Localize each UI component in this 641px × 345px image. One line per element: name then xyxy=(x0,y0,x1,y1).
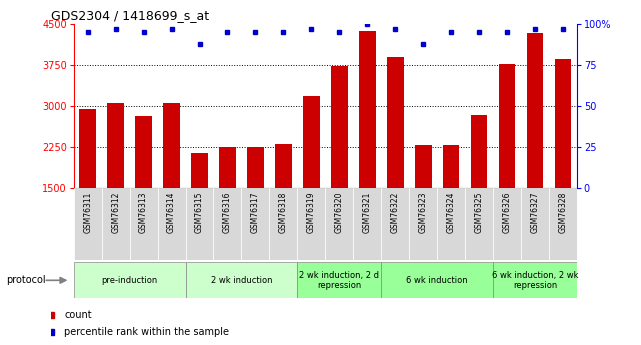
Bar xyxy=(185,188,213,260)
Bar xyxy=(79,109,96,270)
Text: GSM76326: GSM76326 xyxy=(503,192,512,233)
Bar xyxy=(470,115,487,270)
Bar xyxy=(381,188,409,260)
Bar xyxy=(297,262,381,298)
Text: GSM76317: GSM76317 xyxy=(251,192,260,233)
Bar xyxy=(163,103,180,270)
Bar xyxy=(331,66,347,270)
Bar xyxy=(549,188,577,260)
Bar xyxy=(185,262,297,298)
Bar xyxy=(493,188,521,260)
Text: GSM76324: GSM76324 xyxy=(447,192,456,233)
Bar xyxy=(443,146,460,270)
Bar xyxy=(107,103,124,270)
Text: protocol: protocol xyxy=(6,275,46,285)
Bar xyxy=(437,188,465,260)
Text: GSM76321: GSM76321 xyxy=(363,192,372,233)
Bar xyxy=(74,188,102,260)
Bar xyxy=(554,59,571,270)
Text: percentile rank within the sample: percentile rank within the sample xyxy=(64,327,229,337)
Text: GSM76320: GSM76320 xyxy=(335,192,344,233)
Bar xyxy=(74,262,185,298)
Text: 6 wk induction: 6 wk induction xyxy=(406,276,468,285)
Text: GSM76314: GSM76314 xyxy=(167,192,176,233)
Bar xyxy=(102,188,129,260)
Bar xyxy=(353,188,381,260)
Text: GSM76323: GSM76323 xyxy=(419,192,428,233)
Text: 2 wk induction: 2 wk induction xyxy=(211,276,272,285)
Text: pre-induction: pre-induction xyxy=(101,276,158,285)
Bar xyxy=(158,188,185,260)
Text: GSM76313: GSM76313 xyxy=(139,192,148,233)
Text: 2 wk induction, 2 d
repression: 2 wk induction, 2 d repression xyxy=(299,270,379,290)
Text: GSM76322: GSM76322 xyxy=(391,192,400,233)
Bar xyxy=(521,188,549,260)
Bar xyxy=(297,188,325,260)
Text: GSM76315: GSM76315 xyxy=(195,192,204,233)
Bar xyxy=(409,188,437,260)
Bar xyxy=(135,116,152,270)
Bar xyxy=(275,144,292,270)
Bar xyxy=(247,147,264,270)
Bar xyxy=(213,188,242,260)
Bar xyxy=(219,147,236,270)
Bar xyxy=(242,188,269,260)
Text: 6 wk induction, 2 wk
repression: 6 wk induction, 2 wk repression xyxy=(492,270,578,290)
Bar xyxy=(191,152,208,270)
Bar xyxy=(303,96,320,270)
Text: GSM76316: GSM76316 xyxy=(223,192,232,233)
Bar xyxy=(415,146,431,270)
Bar xyxy=(493,262,577,298)
Text: GSM76318: GSM76318 xyxy=(279,192,288,233)
Text: GSM76327: GSM76327 xyxy=(531,192,540,233)
Bar xyxy=(499,64,515,270)
Bar xyxy=(129,188,158,260)
Bar xyxy=(465,188,493,260)
Bar xyxy=(359,31,376,270)
Bar xyxy=(325,188,353,260)
Bar xyxy=(381,262,493,298)
Text: GSM76328: GSM76328 xyxy=(558,192,567,233)
Text: count: count xyxy=(64,310,92,320)
Text: GSM76325: GSM76325 xyxy=(474,192,483,233)
Text: GSM76319: GSM76319 xyxy=(307,192,316,233)
Bar xyxy=(269,188,297,260)
Bar xyxy=(387,57,404,270)
Text: GDS2304 / 1418699_s_at: GDS2304 / 1418699_s_at xyxy=(51,9,210,22)
Text: GSM76311: GSM76311 xyxy=(83,192,92,233)
Text: GSM76312: GSM76312 xyxy=(111,192,120,233)
Bar xyxy=(526,33,544,270)
